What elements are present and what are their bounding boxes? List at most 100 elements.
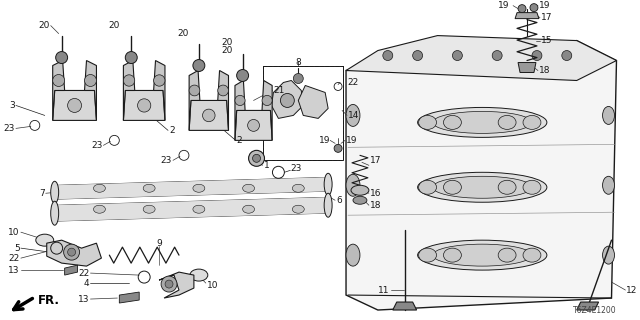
Text: 19: 19 [539, 1, 550, 10]
Ellipse shape [419, 180, 436, 194]
Ellipse shape [353, 196, 367, 204]
Text: 22: 22 [78, 268, 90, 277]
Polygon shape [54, 177, 328, 199]
Circle shape [218, 85, 228, 96]
Text: 23: 23 [4, 124, 15, 133]
Polygon shape [346, 41, 616, 310]
Circle shape [63, 244, 79, 260]
Ellipse shape [603, 176, 614, 194]
Circle shape [413, 51, 422, 60]
Circle shape [52, 75, 65, 86]
Ellipse shape [433, 176, 532, 198]
Text: 4: 4 [84, 279, 90, 288]
Text: 13: 13 [8, 266, 20, 275]
Ellipse shape [444, 180, 461, 194]
Text: 11: 11 [378, 285, 390, 295]
Circle shape [84, 75, 97, 86]
Polygon shape [154, 60, 165, 120]
Ellipse shape [498, 180, 516, 194]
Ellipse shape [324, 193, 332, 217]
Text: 6: 6 [336, 196, 342, 205]
Circle shape [452, 51, 462, 60]
Circle shape [68, 248, 76, 256]
Polygon shape [119, 292, 140, 303]
Text: 20: 20 [108, 21, 119, 30]
Ellipse shape [143, 205, 155, 213]
Polygon shape [84, 60, 97, 120]
Text: 9: 9 [156, 239, 162, 248]
Text: 2: 2 [169, 126, 175, 135]
Ellipse shape [51, 201, 59, 225]
Circle shape [253, 154, 260, 162]
Circle shape [532, 51, 542, 60]
Polygon shape [52, 91, 97, 120]
Ellipse shape [433, 244, 532, 266]
Ellipse shape [418, 108, 547, 137]
Polygon shape [189, 70, 200, 130]
Ellipse shape [36, 234, 54, 246]
Text: 10: 10 [207, 281, 218, 290]
Text: 23: 23 [161, 156, 172, 165]
Ellipse shape [523, 180, 541, 194]
Polygon shape [346, 36, 616, 81]
Ellipse shape [419, 116, 436, 129]
Ellipse shape [190, 269, 208, 281]
Circle shape [492, 51, 502, 60]
Ellipse shape [93, 205, 106, 213]
Ellipse shape [433, 111, 532, 133]
Circle shape [165, 280, 173, 288]
Polygon shape [515, 12, 539, 19]
Ellipse shape [498, 116, 516, 129]
Circle shape [138, 99, 151, 112]
Ellipse shape [603, 246, 614, 264]
Ellipse shape [444, 116, 461, 129]
Text: 19: 19 [319, 136, 330, 145]
Text: FR.: FR. [38, 293, 60, 307]
Polygon shape [218, 70, 228, 130]
Ellipse shape [346, 174, 360, 196]
Bar [264, 66, 343, 160]
Polygon shape [271, 81, 303, 118]
Text: 16: 16 [370, 189, 381, 198]
Text: 10: 10 [8, 228, 20, 237]
Text: 20: 20 [177, 29, 189, 38]
Ellipse shape [143, 184, 155, 192]
Text: 18: 18 [539, 66, 550, 75]
Text: 7: 7 [39, 189, 45, 198]
Text: 2: 2 [237, 136, 243, 145]
Text: 12: 12 [627, 285, 638, 295]
Circle shape [125, 52, 137, 64]
Text: 21: 21 [273, 86, 285, 95]
Polygon shape [262, 81, 272, 140]
Text: 23: 23 [291, 164, 301, 173]
Ellipse shape [51, 181, 59, 203]
Text: 20: 20 [221, 46, 233, 55]
Circle shape [293, 74, 303, 84]
Circle shape [68, 99, 81, 112]
Polygon shape [518, 62, 536, 73]
Polygon shape [52, 60, 65, 120]
Ellipse shape [292, 184, 304, 192]
Text: 15: 15 [541, 36, 552, 45]
Text: 17: 17 [370, 156, 381, 165]
Text: 20: 20 [221, 38, 233, 47]
Circle shape [124, 75, 135, 86]
Polygon shape [124, 91, 165, 120]
Circle shape [189, 85, 200, 96]
Circle shape [562, 51, 572, 60]
Ellipse shape [419, 248, 436, 262]
Ellipse shape [324, 173, 332, 195]
Circle shape [383, 51, 393, 60]
Polygon shape [65, 265, 77, 275]
Polygon shape [189, 100, 228, 130]
Ellipse shape [243, 184, 255, 192]
Ellipse shape [243, 205, 255, 213]
Circle shape [280, 93, 294, 108]
Text: 22: 22 [8, 254, 20, 263]
Circle shape [248, 119, 259, 131]
Text: 5: 5 [14, 244, 20, 253]
Ellipse shape [93, 184, 106, 192]
Ellipse shape [444, 248, 461, 262]
Ellipse shape [603, 107, 614, 124]
Text: 20: 20 [38, 21, 50, 30]
